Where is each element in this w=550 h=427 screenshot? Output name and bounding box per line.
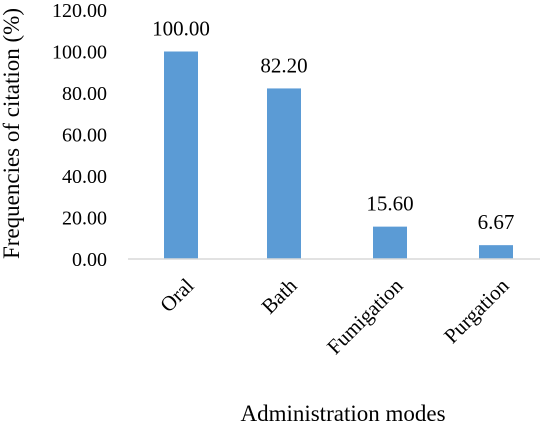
- bar-purgation: [479, 245, 513, 259]
- x-tick-label: Purgation: [439, 273, 514, 348]
- x-tick-label: Oral: [155, 273, 198, 316]
- data-label: 100.00: [152, 17, 210, 41]
- y-tick-label: 100.00: [52, 42, 107, 64]
- data-label: 82.20: [260, 53, 307, 77]
- category-labels: Oral Bath Fumigation Purgation: [155, 273, 514, 359]
- data-label: 15.60: [366, 192, 413, 216]
- data-label: 6.67: [478, 210, 515, 234]
- bars: [164, 51, 513, 259]
- bar-oral: [164, 51, 198, 259]
- y-axis-ticks: 0.00 20.00 40.00 60.00 80.00 100.00 120.00: [52, 0, 107, 271]
- bar-fumigation: [373, 226, 407, 259]
- x-tick-label: Fumigation: [322, 273, 408, 359]
- bar-bath: [267, 88, 301, 259]
- data-labels: 100.00 82.20 15.60 6.67: [152, 17, 514, 235]
- y-tick-label: 40.00: [62, 166, 107, 188]
- x-axis-title: Administration modes: [240, 401, 445, 426]
- y-tick-label: 0.00: [72, 249, 107, 271]
- y-axis-title: Frequencies of citation (%): [0, 8, 24, 259]
- y-tick-label: 60.00: [62, 125, 107, 147]
- y-tick-label: 120.00: [52, 0, 107, 22]
- y-tick-label: 20.00: [62, 208, 107, 230]
- y-tick-label: 80.00: [62, 83, 107, 105]
- x-tick-label: Bath: [257, 273, 302, 318]
